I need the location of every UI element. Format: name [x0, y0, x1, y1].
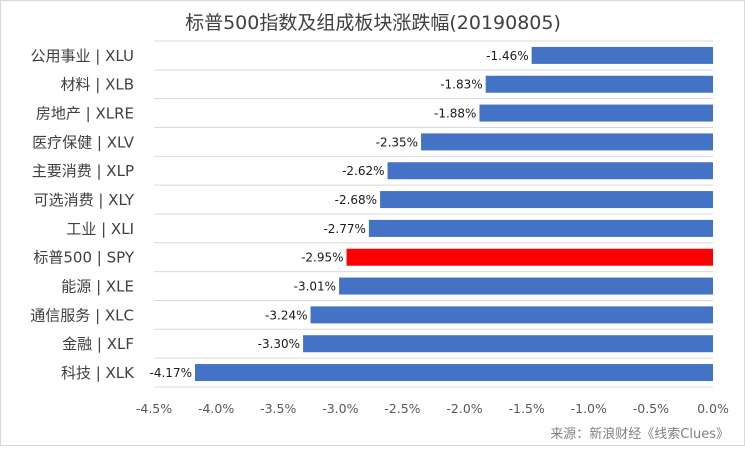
category-label: 能源 | XLE	[61, 278, 134, 296]
value-label: -1.83%	[440, 78, 482, 92]
x-tick-label: -4.0%	[198, 401, 234, 416]
bar	[531, 46, 713, 64]
x-tick-label: -2.5%	[384, 401, 420, 416]
bar	[303, 335, 713, 353]
x-tick-label: -2.0%	[446, 401, 482, 416]
value-label: -4.17%	[150, 366, 192, 380]
value-label: -3.01%	[294, 280, 336, 294]
source-note: 来源：新浪财经《线索Clues》	[550, 426, 729, 442]
value-labels: -1.46% -1.83% -1.88% -2.35% -2.62% -2.68% -2.7…	[150, 49, 529, 380]
x-tick-label: -1.5%	[509, 401, 545, 416]
bar	[368, 219, 713, 237]
value-label: -2.35%	[376, 135, 418, 149]
category-label: 可选消费 | XLY	[34, 191, 135, 209]
category-label: 医疗保健 | XLV	[32, 133, 135, 151]
category-label: 通信服务 | XLC	[30, 306, 134, 324]
category-label: 标普500 | SPY	[33, 249, 134, 267]
category-label: 公用事业 | XLU	[31, 47, 134, 65]
category-label: 科技 | XLK	[61, 364, 135, 382]
bar	[194, 364, 713, 382]
category-label: 工业 | XLI	[66, 220, 134, 238]
value-label: -1.46%	[486, 49, 528, 63]
category-label: 材料 | XLB	[60, 76, 134, 94]
value-label: -3.24%	[265, 308, 307, 322]
gridlines	[154, 40, 713, 388]
x-tick-label: -1.0%	[571, 401, 607, 416]
value-label: -2.62%	[342, 164, 384, 178]
category-labels: 公用事业 | XLU 材料 | XLB 房地产 | XLRE 医疗保健 | XLV 主要…	[30, 47, 135, 382]
bar	[485, 75, 713, 93]
category-label: 房地产 | XLRE	[36, 105, 134, 123]
x-axis-ticks: -4.5% -4.0% -3.5% -3.0% -2.5% -2.0% -1.5% -1.0%…	[136, 401, 729, 416]
value-label: -1.88%	[434, 107, 476, 121]
value-label: -2.77%	[323, 222, 365, 236]
x-tick-label: -3.5%	[260, 401, 296, 416]
x-tick-label: -0.5%	[633, 401, 669, 416]
value-label: -2.95%	[301, 251, 343, 265]
bars	[194, 46, 713, 382]
value-label: -2.68%	[335, 193, 377, 207]
chart-title: 标普500指数及组成板块涨跌幅(20190805)	[185, 12, 561, 34]
bar-highlight	[346, 248, 713, 266]
x-tick-label: -3.0%	[322, 401, 358, 416]
bar	[479, 104, 713, 122]
x-tick-label: 0.0%	[697, 401, 729, 416]
bar	[339, 277, 713, 295]
x-tick-label: -4.5%	[136, 401, 172, 416]
bar	[380, 191, 713, 209]
value-label: -3.30%	[258, 337, 300, 351]
bar	[310, 306, 713, 324]
category-label: 金融 | XLF	[62, 335, 134, 353]
category-label: 主要消费 | XLP	[32, 162, 134, 180]
bar	[387, 162, 713, 180]
bar	[421, 133, 713, 151]
